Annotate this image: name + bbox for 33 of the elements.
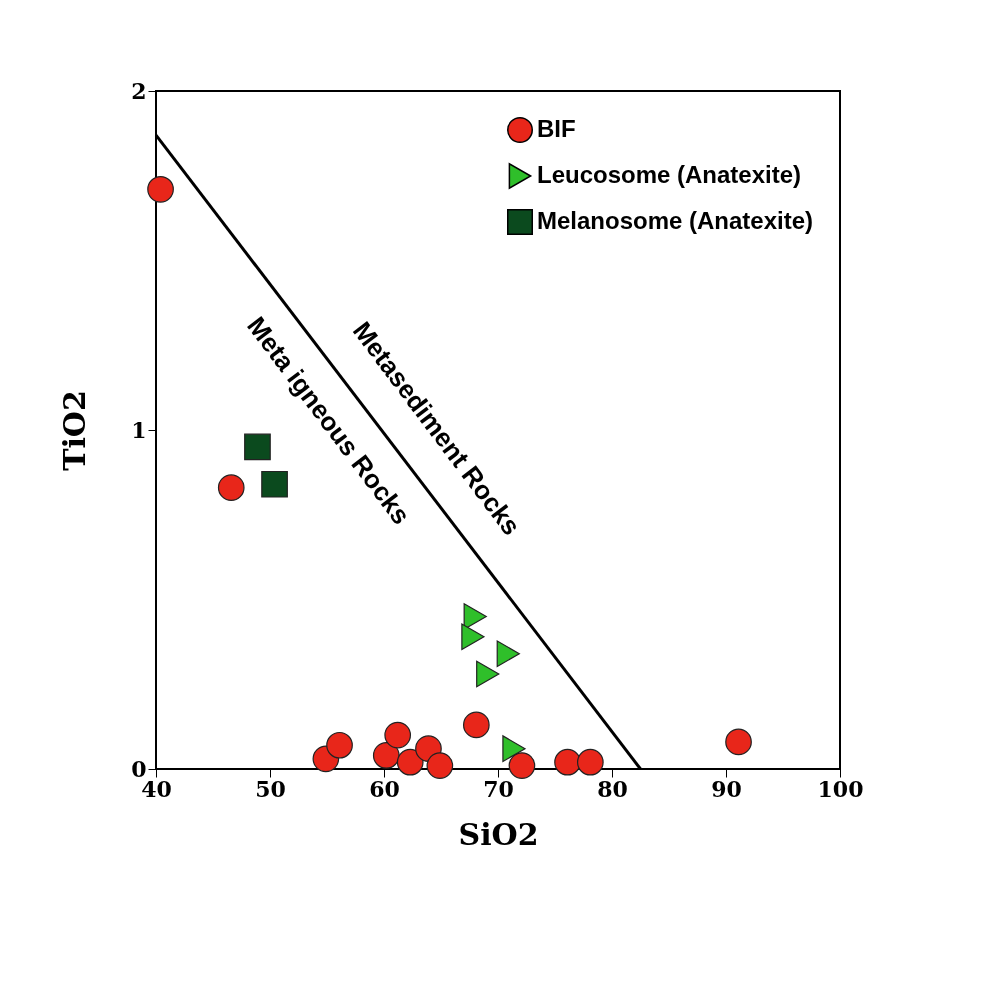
point: [326, 731, 353, 759]
point: [461, 623, 485, 651]
point: [463, 603, 487, 630]
x-tick-label: 70: [483, 775, 514, 802]
point: [502, 735, 526, 763]
point: [384, 721, 412, 749]
legend-label: Leucosome (Anatexite): [537, 161, 802, 188]
point: [426, 752, 454, 779]
legend-label: BIF: [537, 115, 576, 142]
point: [496, 640, 520, 668]
point: [554, 748, 581, 776]
point: [508, 752, 536, 779]
y-axis-title: TiO2: [57, 390, 93, 471]
point: [217, 474, 245, 501]
y-tick-label: 0: [131, 755, 147, 782]
y-tick-label: 1: [131, 416, 147, 443]
point: [725, 728, 752, 756]
point: [372, 742, 400, 769]
point: [261, 470, 288, 498]
x-tick-label: 60: [369, 775, 400, 802]
x-tick-label: 50: [255, 775, 286, 802]
y-tick-label: 2: [131, 77, 147, 104]
x-axis-title: SiO2: [458, 816, 539, 852]
point: [396, 748, 424, 776]
point: [462, 711, 490, 739]
point: [476, 660, 500, 688]
x-tick-label: 100: [817, 775, 864, 802]
legend-label: Melanosome (Anatexite): [537, 207, 814, 234]
point: [147, 175, 174, 203]
point: [244, 433, 271, 461]
x-tick-label: 90: [711, 775, 742, 802]
point: [576, 748, 604, 776]
x-tick-label: 80: [597, 775, 628, 802]
